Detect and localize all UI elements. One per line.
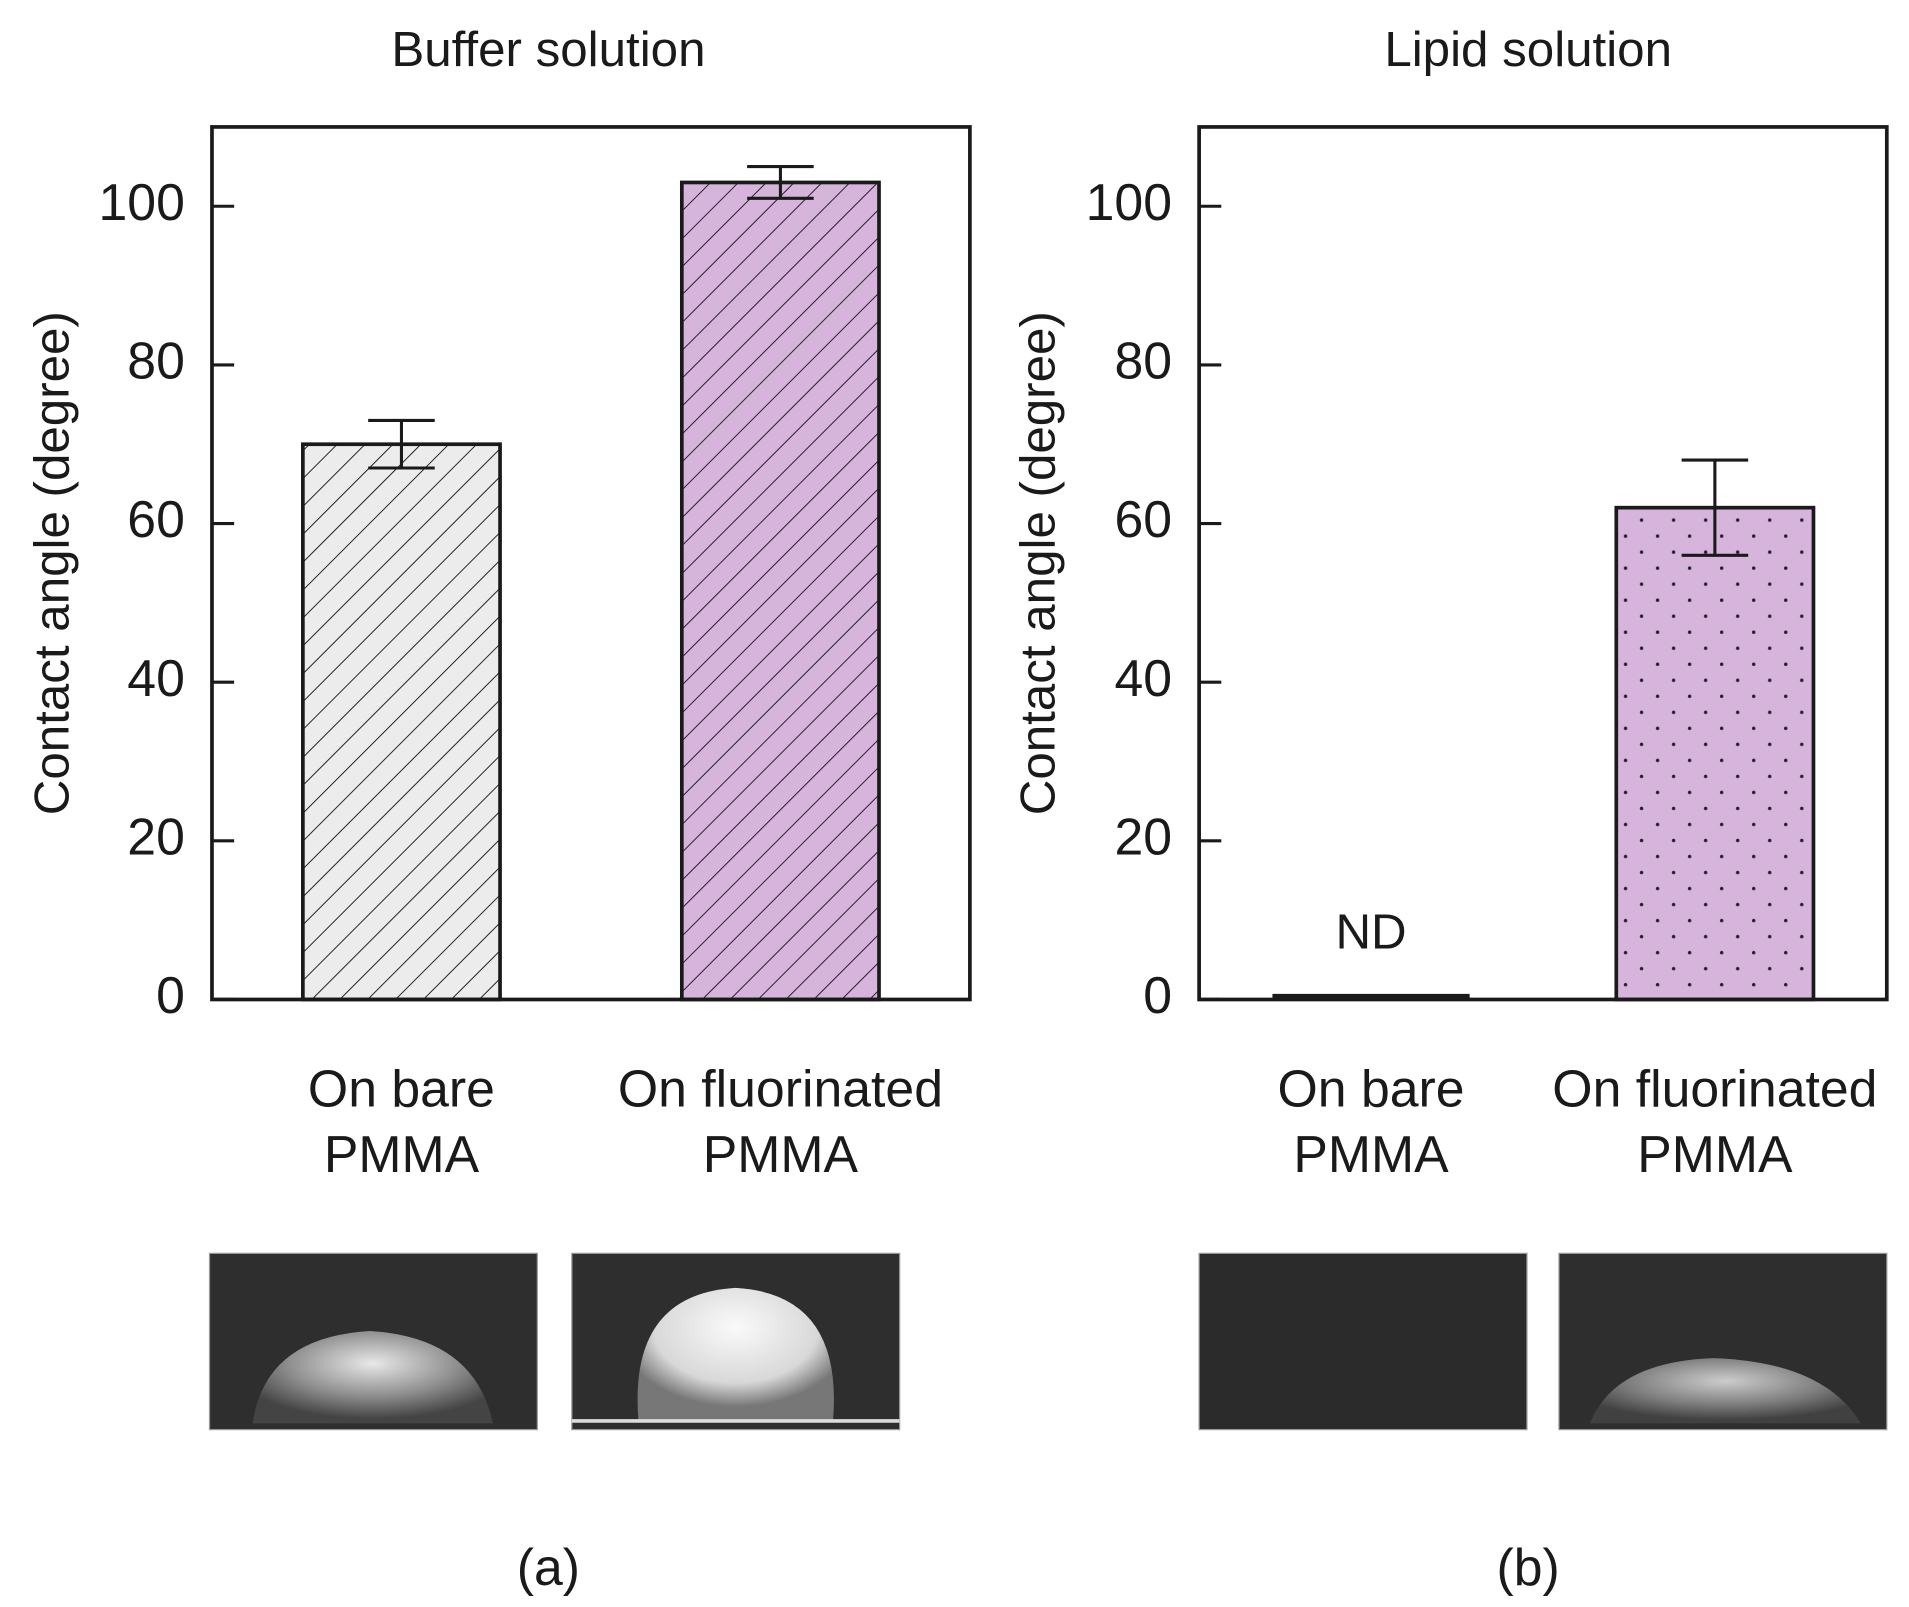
photos xyxy=(208,1252,1888,1431)
panel-label: (b) xyxy=(1497,1538,1560,1596)
y-axis-label: Contact angle (degree) xyxy=(24,311,79,815)
y-tick-label: 0 xyxy=(1143,966,1172,1024)
x-tick-label: On fluorinated PMMA xyxy=(617,1059,943,1184)
y-tick-label: 20 xyxy=(127,808,185,866)
chart-title: Lipid solution xyxy=(1384,22,1672,77)
plot-frame xyxy=(1197,125,1889,1002)
droplet xyxy=(637,1287,834,1420)
y-tick-label: 60 xyxy=(1114,490,1172,548)
chart-title: Buffer solution xyxy=(391,22,705,77)
x-tick-label: On bare PMMA xyxy=(1277,1059,1465,1184)
y-tick-label: 40 xyxy=(1114,649,1172,707)
y-tick-label: 40 xyxy=(127,649,185,707)
photo xyxy=(1198,1252,1528,1431)
bar-pattern xyxy=(1614,505,1816,1002)
x-tick-label: On fluorinated PMMA xyxy=(1552,1059,1878,1184)
droplet xyxy=(1589,1358,1861,1424)
annotation: ND xyxy=(1335,904,1406,959)
y-tick-label: 100 xyxy=(1086,173,1172,231)
y-tick-label: 20 xyxy=(1114,808,1172,866)
droplet xyxy=(252,1330,493,1424)
y-axis-label: Contact angle (degree) xyxy=(1010,311,1065,815)
panel-label: (a) xyxy=(517,1538,580,1596)
bar-pattern xyxy=(679,180,881,1002)
bar-pattern xyxy=(301,442,502,1002)
x-tick-label: On bare PMMA xyxy=(307,1059,495,1184)
y-tick-label: 80 xyxy=(1114,332,1172,390)
y-tick-label: 60 xyxy=(127,490,185,548)
y-tick-label: 0 xyxy=(156,966,185,1024)
y-tick-label: 100 xyxy=(99,173,185,231)
y-tick-label: 80 xyxy=(127,332,185,390)
plot-frame xyxy=(210,125,972,1002)
